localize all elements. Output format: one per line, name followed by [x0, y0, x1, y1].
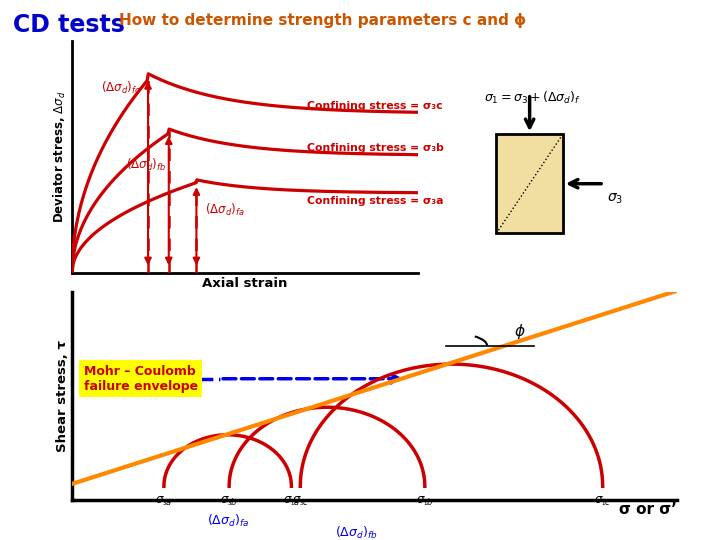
Text: $(\Delta\sigma_d)_{fb}$: $(\Delta\sigma_d)_{fb}$ [336, 525, 378, 540]
Y-axis label: Deviator stress, $\Delta\sigma_d$: Deviator stress, $\Delta\sigma_d$ [52, 90, 68, 223]
Text: $(\Delta\sigma_d)_{fb}$: $(\Delta\sigma_d)_{fb}$ [125, 157, 166, 173]
Text: CD tests: CD tests [13, 14, 125, 37]
Y-axis label: Shear stress, τ: Shear stress, τ [56, 340, 69, 451]
Text: $\sigma_{₃b}$: $\sigma_{₃b}$ [220, 495, 238, 509]
Text: $\phi$: $\phi$ [514, 322, 526, 341]
Text: $(\Delta\sigma_d)_{fa}$: $(\Delta\sigma_d)_{fa}$ [207, 514, 248, 529]
Text: $\sigma_3$: $\sigma_3$ [607, 191, 624, 206]
Bar [496, 134, 563, 233]
Text: $(\Delta\sigma_d)_{fc}$: $(\Delta\sigma_d)_{fc}$ [102, 79, 141, 96]
Text: $\sigma_{₁a}$: $\sigma_{₁a}$ [283, 495, 300, 509]
Text: $(\Delta\sigma_d)_{fa}$: $(\Delta\sigma_d)_{fa}$ [205, 201, 245, 218]
Text: $\sigma_1 = \sigma_3 + (\Delta\sigma_d)_f$: $\sigma_1 = \sigma_3 + (\Delta\sigma_d)_… [485, 90, 581, 106]
X-axis label: σ or σ’: σ or σ’ [619, 502, 677, 517]
Text: $\sigma_{₃a}$: $\sigma_{₃a}$ [156, 495, 173, 509]
Text: Confining stress = σ₃c: Confining stress = σ₃c [307, 102, 443, 111]
Text: Confining stress = σ₃b: Confining stress = σ₃b [307, 143, 444, 153]
Text: $\sigma_{₁c}$: $\sigma_{₁c}$ [594, 495, 611, 509]
Text: $\sigma_{₁b}$: $\sigma_{₁b}$ [416, 495, 433, 509]
Text: Mohr – Coulomb
failure envelope: Mohr – Coulomb failure envelope [84, 364, 198, 393]
Text: How to determine strength parameters c and ϕ: How to determine strength parameters c a… [119, 14, 526, 29]
X-axis label: Axial strain: Axial strain [202, 277, 287, 290]
Text: Confining stress = σ₃a: Confining stress = σ₃a [307, 197, 444, 206]
Text: $\sigma_{₃c}$: $\sigma_{₃c}$ [292, 495, 309, 509]
